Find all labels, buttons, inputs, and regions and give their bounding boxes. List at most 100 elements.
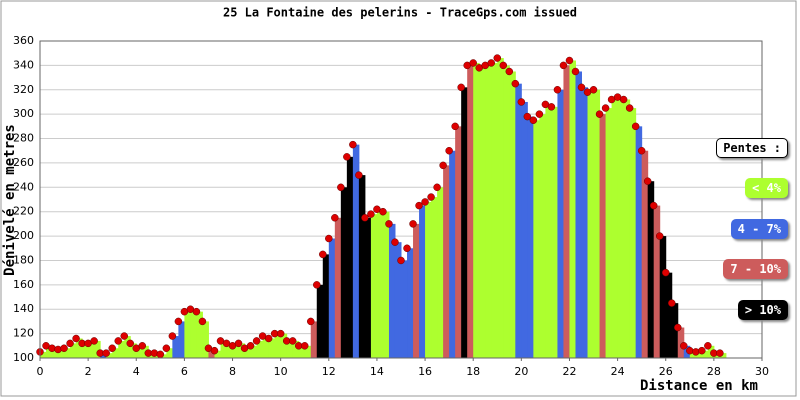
elevation-point: [276, 329, 285, 338]
slope-bar: [316, 284, 324, 358]
slope-bar: [280, 333, 288, 358]
elevation-point: [674, 323, 682, 332]
legend-item: 7 - 10%: [723, 259, 788, 279]
elevation-point: [421, 198, 429, 206]
elevation-point: [313, 281, 321, 289]
slope-bar: [509, 71, 516, 358]
elevation-point: [595, 110, 604, 118]
elevation-point: [367, 210, 375, 218]
slope-bar: [58, 349, 65, 358]
slope-bar: [136, 348, 143, 358]
slope-bar: [286, 340, 294, 358]
slope-bar: [124, 336, 131, 358]
elevation-point: [126, 339, 134, 348]
elevation-point: [589, 86, 598, 94]
slope-bar: [515, 83, 522, 358]
elevation-point: [698, 346, 706, 355]
slope-bar: [635, 126, 643, 358]
elevation-point: [529, 116, 538, 124]
slope-bar: [334, 217, 342, 358]
slope-bar: [274, 333, 282, 358]
elevation-point: [655, 232, 664, 240]
elevation-point: [60, 344, 68, 352]
y-tick-label: 100: [13, 351, 34, 364]
slope-bar: [671, 303, 679, 358]
elevation-point: [403, 244, 411, 253]
elevation-point: [487, 59, 495, 67]
slope-bar: [563, 65, 570, 358]
slope-bar: [593, 89, 601, 359]
elevation-point: [559, 61, 568, 70]
slope-bar: [322, 254, 330, 358]
elevation-point: [535, 110, 544, 118]
slope-bar: [491, 62, 498, 358]
elevation-point: [385, 220, 393, 228]
slope-bar: [46, 345, 53, 358]
elevation-point: [120, 332, 128, 340]
elevation-point: [553, 86, 562, 94]
elevation-point: [379, 207, 387, 216]
elevation-point: [547, 103, 556, 111]
slope-bar: [527, 116, 534, 358]
slope-bar: [88, 343, 95, 358]
slope-bar: [298, 345, 306, 358]
slope-bar: [677, 327, 685, 358]
y-tick-label: 220: [13, 205, 34, 218]
slope-bar: [226, 343, 234, 358]
x-tick-label: 20: [514, 365, 528, 378]
slope-bar: [503, 65, 510, 358]
legend-item: 4 - 7%: [730, 218, 788, 239]
y-tick-label: 300: [13, 107, 34, 120]
elevation-point: [397, 256, 405, 265]
elevation-point: [439, 161, 447, 170]
x-tick-label: 24: [611, 365, 625, 378]
elevation-point: [499, 61, 508, 70]
slope-bar: [443, 165, 450, 358]
x-tick-label: 28: [707, 365, 721, 378]
elevation-point: [565, 56, 574, 65]
elevation-point: [210, 346, 219, 355]
elevation-point: [643, 177, 652, 185]
elevation-point: [716, 349, 724, 357]
slope-bar: [232, 345, 240, 358]
elevation-point: [252, 337, 261, 345]
elevation-point: [300, 342, 309, 350]
slope-bar: [587, 92, 595, 358]
elevation-point: [625, 104, 634, 112]
slope-bar: [425, 201, 432, 358]
slope-bar: [196, 311, 203, 358]
elevation-point: [325, 234, 333, 243]
slope-bar: [575, 71, 582, 358]
elevation-point: [48, 344, 56, 352]
y-tick-label: 160: [13, 278, 34, 291]
y-tick-label: 260: [13, 156, 34, 169]
slope-bar: [557, 89, 564, 359]
slope-bar: [479, 67, 486, 359]
x-tick-label: 22: [562, 365, 576, 378]
elevation-point: [649, 201, 658, 210]
slope-bar: [629, 108, 637, 358]
slope-bar: [166, 348, 173, 358]
elevation-point: [511, 79, 520, 88]
elevation-point: [469, 59, 477, 67]
slope-bar: [64, 348, 71, 358]
elevation-point: [288, 337, 297, 345]
elevation-point: [680, 342, 688, 350]
slope-bar: [521, 101, 528, 358]
slope-bar: [497, 58, 504, 359]
y-tick-label: 200: [13, 229, 34, 242]
elevation-point: [601, 104, 610, 112]
x-tick-label: 0: [37, 365, 44, 378]
slope-bar: [665, 272, 673, 358]
elevation-point: [138, 342, 147, 350]
x-tick-label: 10: [274, 365, 288, 378]
elevation-point: [198, 317, 207, 326]
elevation-point: [505, 67, 514, 76]
slope-bar: [545, 104, 552, 359]
slope-bar: [244, 348, 252, 358]
slope-bar: [310, 321, 318, 358]
slope-bar: [394, 242, 402, 358]
slope-bar: [190, 309, 197, 358]
slope-bar: [388, 223, 396, 358]
slope-bar: [401, 260, 408, 358]
